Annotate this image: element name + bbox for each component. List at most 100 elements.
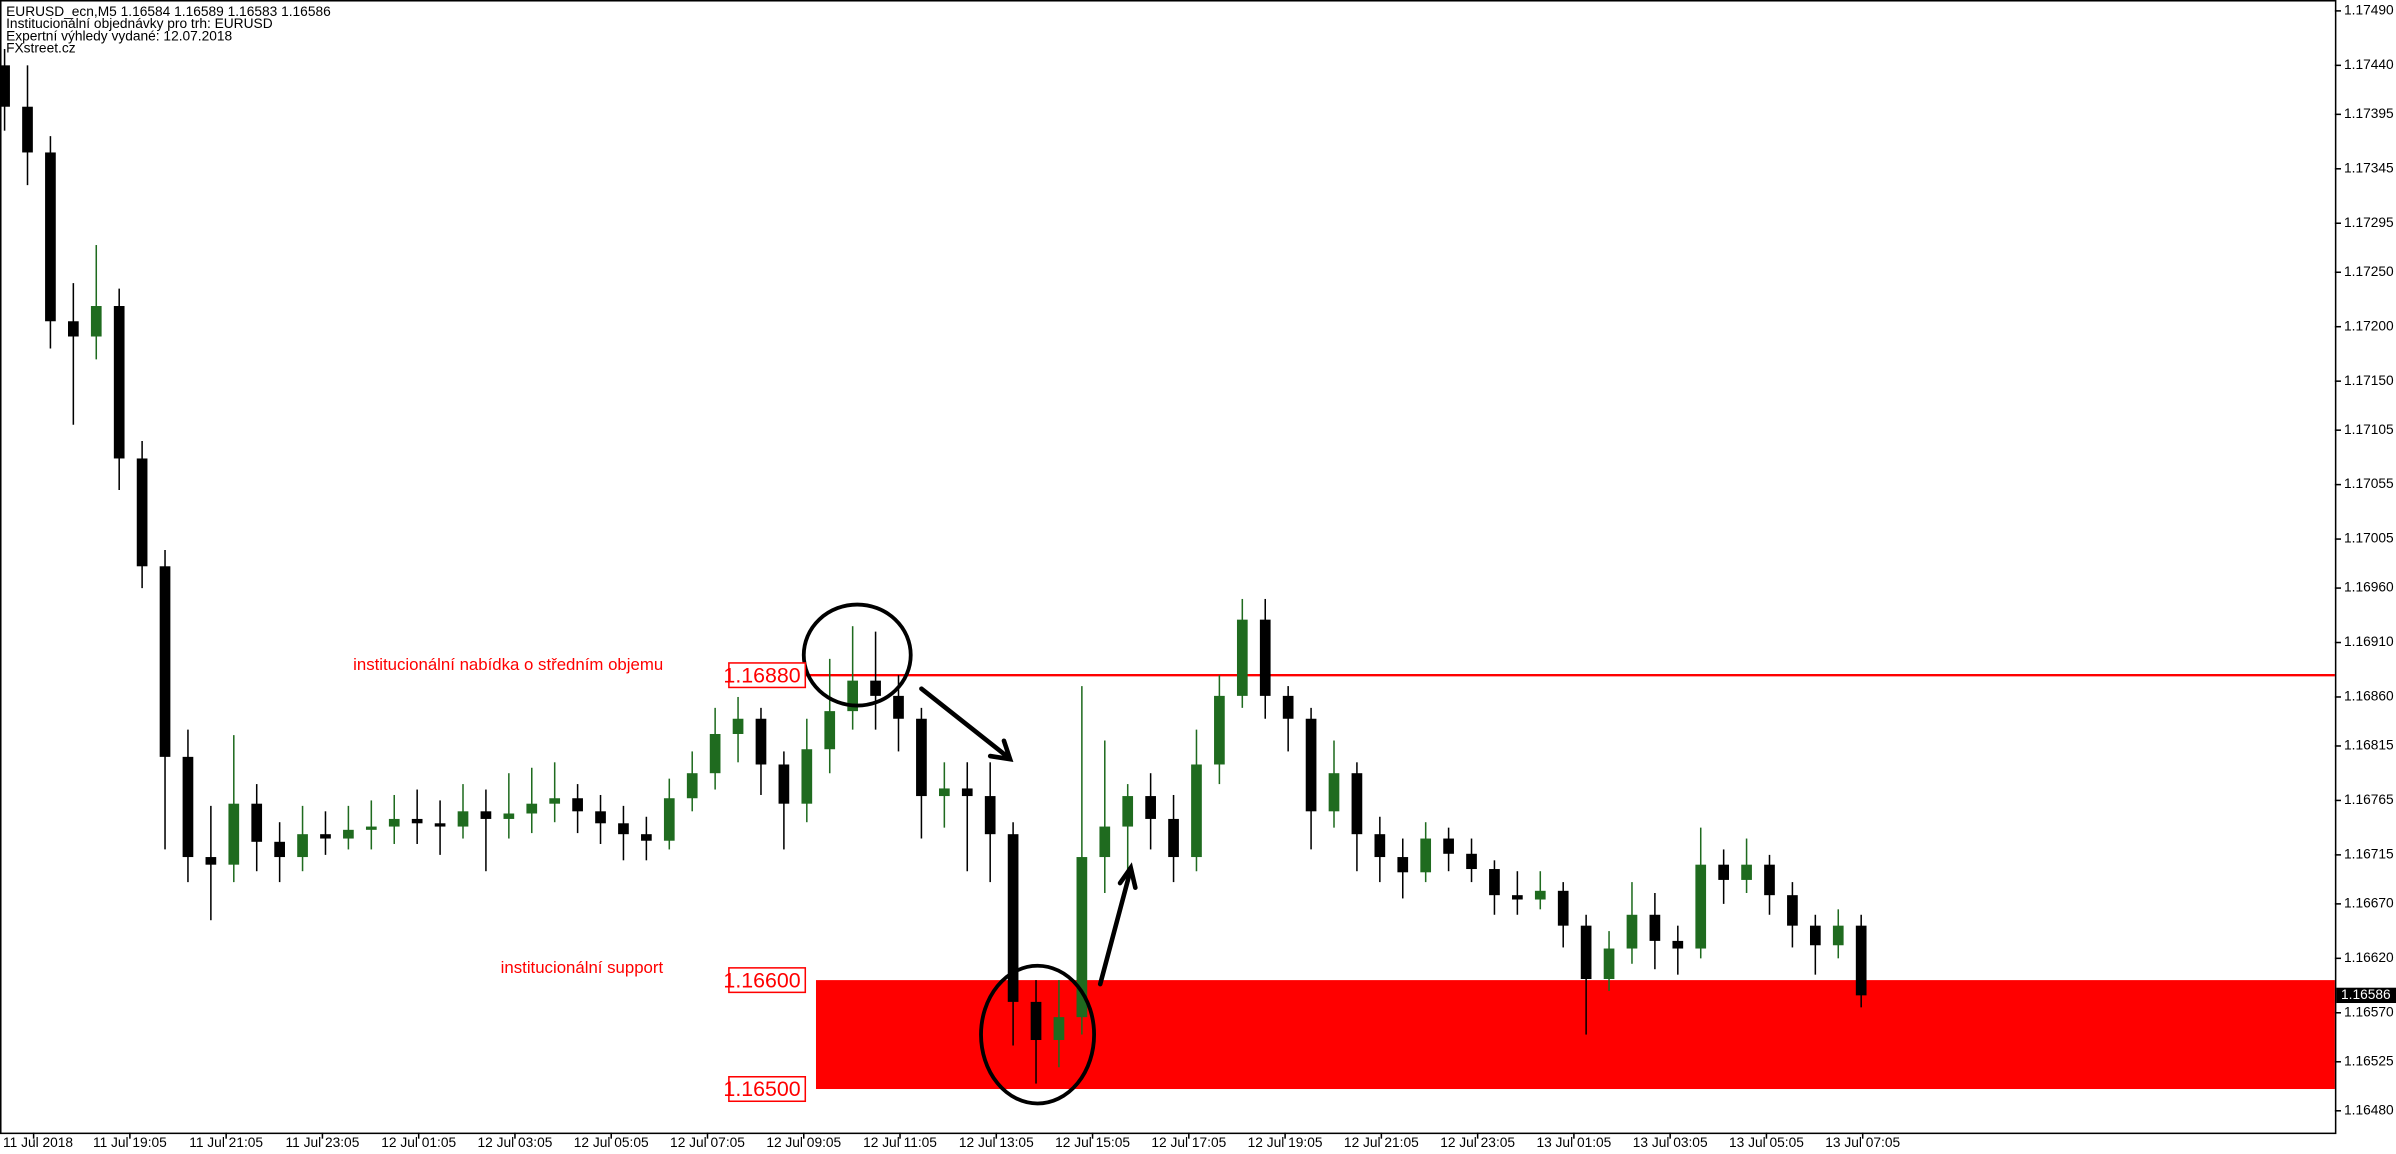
candle-body xyxy=(663,798,675,841)
candle-body xyxy=(22,106,33,153)
level-label-box xyxy=(728,1076,807,1103)
candle-body xyxy=(1489,869,1500,896)
candle-body xyxy=(1214,695,1225,765)
arrow-head xyxy=(1117,862,1138,890)
level-label: 1.16500 xyxy=(723,1077,800,1101)
y-tick-label: 1.16815 xyxy=(2344,738,2394,753)
highlight-circle xyxy=(801,602,913,708)
x-tick-label: 12 Jul 03:05 xyxy=(478,1135,553,1150)
candle-body xyxy=(1557,890,1569,926)
x-tick-label: 11 Jul 23:05 xyxy=(285,1135,359,1150)
candle-body xyxy=(480,811,492,819)
x-tick-label: 11 Jul 2018 xyxy=(3,1135,73,1150)
y-tick-label: 1.17250 xyxy=(2344,264,2394,279)
annotation: institucionální support xyxy=(501,958,664,977)
candle-body xyxy=(90,306,102,337)
candle-body xyxy=(641,834,652,841)
x-tick-label: 13 Jul 05:05 xyxy=(1729,1135,1804,1150)
candle-body xyxy=(870,680,881,696)
candle-body xyxy=(205,857,217,865)
candle-body xyxy=(45,152,56,322)
candle-body xyxy=(1076,857,1088,1018)
arrows xyxy=(919,686,1138,987)
candle-body xyxy=(732,718,744,734)
candle-body xyxy=(1832,925,1844,946)
y-tick-label: 1.16525 xyxy=(2344,1053,2394,1068)
x-tick-label: 12 Jul 09:05 xyxy=(766,1135,841,1150)
candle-body xyxy=(274,841,285,858)
candle-body xyxy=(1328,773,1340,812)
candle-body xyxy=(1534,890,1546,900)
candle-body xyxy=(618,823,629,835)
x-tick-label: 12 Jul 01:05 xyxy=(381,1135,456,1150)
arrow xyxy=(919,686,1011,760)
x-tick-label: 12 Jul 13:05 xyxy=(959,1135,1034,1150)
candle-body xyxy=(1672,940,1684,949)
candle-body xyxy=(1236,619,1248,696)
candle-body xyxy=(228,803,240,865)
candle-body xyxy=(320,834,331,839)
candle-body xyxy=(1053,1017,1065,1041)
x-tick-label: 12 Jul 19:05 xyxy=(1248,1135,1323,1150)
y-tick-label: 1.17055 xyxy=(2344,476,2394,491)
x-tick-label: 12 Jul 21:05 xyxy=(1344,1135,1419,1150)
candle-body xyxy=(526,803,538,814)
x-tick-label: 12 Jul 07:05 xyxy=(670,1135,745,1150)
candle-body xyxy=(388,818,400,827)
candle-body xyxy=(1351,773,1363,835)
candle-body xyxy=(686,773,698,799)
y-tick-label: 1.17200 xyxy=(2344,318,2394,333)
candle-body xyxy=(1168,818,1179,858)
candle-body xyxy=(1443,838,1454,854)
candle-body xyxy=(595,811,606,824)
candle-body xyxy=(1191,764,1202,858)
candle-body xyxy=(709,733,721,774)
candle-body xyxy=(113,306,125,459)
candle-body xyxy=(343,829,354,839)
header-line: Institucionální objednávky pro trh: EURU… xyxy=(6,16,273,31)
y-tick-label: 1.17440 xyxy=(2344,57,2394,72)
y-tick-label: 1.16715 xyxy=(2344,847,2394,862)
candle-body xyxy=(297,834,308,858)
arrow-head xyxy=(987,738,1014,762)
y-tick-label: 1.16480 xyxy=(2344,1102,2394,1117)
candle-body xyxy=(434,823,446,827)
level-label: 1.16600 xyxy=(723,968,800,992)
y-tick-label: 1.17395 xyxy=(2344,106,2394,121)
y-tick-label: 1.16670 xyxy=(2344,896,2394,911)
x-tick-label: 11 Jul 21:05 xyxy=(189,1135,263,1150)
highlight-circle xyxy=(979,963,1097,1106)
level-label-box xyxy=(728,662,807,689)
x-tick-label: 12 Jul 05:05 xyxy=(574,1135,649,1150)
candle-body xyxy=(1512,895,1523,900)
candle-body xyxy=(503,813,515,819)
candle-body xyxy=(67,321,79,337)
candle-body xyxy=(251,803,263,842)
candle-body xyxy=(1466,853,1477,870)
candle-body xyxy=(824,711,836,750)
candle-body xyxy=(1122,796,1134,827)
plot-area xyxy=(0,49,2335,1090)
y-tick-label: 1.16960 xyxy=(2344,580,2394,595)
candle-body xyxy=(1007,834,1019,1002)
candle-body xyxy=(411,818,423,824)
candle-body xyxy=(801,749,813,804)
y-tick-label: 1.16765 xyxy=(2344,792,2394,807)
header-line: FXstreet.cz xyxy=(6,41,76,56)
candle-body xyxy=(1145,796,1156,819)
candle-body xyxy=(457,811,469,827)
x-tick-label: 12 Jul 15:05 xyxy=(1055,1135,1130,1150)
y-tick-label: 1.17150 xyxy=(2344,373,2394,388)
candle-body xyxy=(778,764,790,804)
y-tick-label: 1.17345 xyxy=(2344,160,2394,175)
candle-body xyxy=(1603,948,1615,980)
candle-body xyxy=(1420,838,1432,873)
candle-body xyxy=(182,756,194,858)
candle-body xyxy=(984,796,996,835)
candle-body xyxy=(159,566,171,757)
support-zone xyxy=(815,980,2335,1090)
y-tick-label: 1.16910 xyxy=(2344,634,2394,649)
candle-body xyxy=(1809,925,1821,946)
last-price-label: 1.16586 xyxy=(2341,987,2391,1002)
